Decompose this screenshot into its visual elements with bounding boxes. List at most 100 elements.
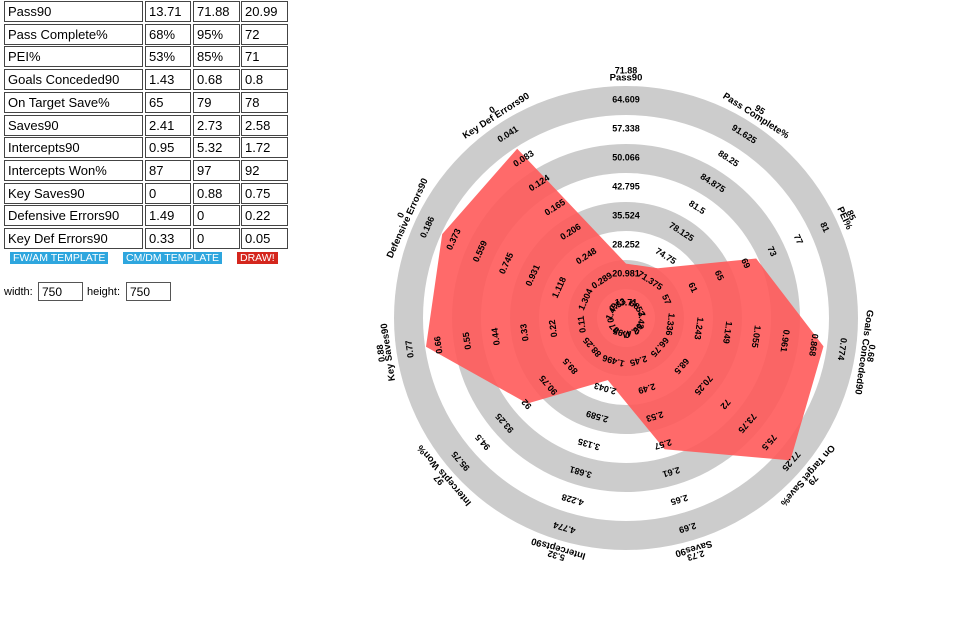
- tick-label: 0.868: [807, 333, 820, 357]
- tick-label: 0.68: [865, 344, 877, 363]
- tick-label: 0.774: [836, 337, 849, 361]
- tick-label: 2.41: [621, 326, 641, 341]
- max-value-cell[interactable]: 71.88: [193, 1, 240, 22]
- row-label-cell[interactable]: Pass90: [4, 1, 143, 22]
- cm-dm-template-button[interactable]: CM/DM TEMPLATE: [123, 252, 222, 264]
- tick-label: 65: [713, 269, 726, 282]
- tick-label: 28.252: [612, 239, 640, 249]
- tick-label: 1.243: [692, 317, 705, 341]
- max-value-cell[interactable]: 0: [193, 205, 240, 227]
- player-value-cell[interactable]: 87: [145, 159, 191, 181]
- tick-label: 0.77: [403, 340, 415, 359]
- player-value-cell[interactable]: 53%: [145, 46, 191, 68]
- player-value-cell[interactable]: 13.71: [145, 1, 191, 22]
- player-value-cell[interactable]: 1.43: [145, 69, 191, 91]
- radar-chart: 13.71 20.981 28.252 35.524 42.795 50.066 57.33…: [375, 65, 878, 563]
- tick-label: 2.73: [686, 548, 706, 563]
- min-value-cell[interactable]: 78: [241, 91, 288, 113]
- max-value-cell[interactable]: 0.88: [193, 182, 240, 204]
- max-value-cell[interactable]: 85%: [193, 46, 240, 68]
- min-value-cell[interactable]: 0.05: [241, 228, 288, 249]
- min-value-cell[interactable]: 0.75: [241, 182, 288, 204]
- min-value-cell[interactable]: 0.8: [241, 69, 288, 91]
- tick-label: 0: [395, 211, 406, 220]
- row-label-cell[interactable]: PEI%: [4, 46, 143, 68]
- row-label-cell[interactable]: Saves90: [4, 114, 143, 136]
- row-label-cell[interactable]: Intercepts90: [4, 137, 143, 159]
- tick-label: 1.43: [635, 311, 647, 330]
- player-value-cell[interactable]: 68%: [145, 23, 191, 45]
- max-value-cell[interactable]: 2.73: [193, 114, 240, 136]
- tick-label: 85: [845, 208, 858, 221]
- tick-label: 2.45: [629, 354, 649, 369]
- tick-label: 42.795: [612, 181, 640, 191]
- tick-label: 0.95: [612, 326, 632, 341]
- player-value-cell[interactable]: 0.95: [145, 137, 191, 159]
- tick-label: 97: [432, 473, 446, 487]
- tick-label: 79: [806, 473, 820, 487]
- tick-label: 2.69: [678, 521, 698, 536]
- height-label: height:: [87, 286, 121, 298]
- max-value-cell[interactable]: 79: [193, 91, 240, 113]
- tick-label: 87: [607, 321, 621, 335]
- tick-label: 2.57: [653, 437, 673, 452]
- tick-label: 72: [718, 397, 732, 411]
- max-value-cell[interactable]: 5.32: [193, 137, 240, 159]
- tick-label: 0.44: [490, 327, 502, 346]
- player-value-cell[interactable]: 0.33: [145, 228, 191, 249]
- tick-label: 73: [765, 245, 778, 258]
- tick-label: 95: [753, 103, 767, 117]
- tick-label: 0: [487, 104, 497, 115]
- tick-label: 69: [739, 257, 752, 270]
- tick-label: 65: [631, 321, 645, 335]
- min-value-cell[interactable]: 20.99: [241, 1, 288, 22]
- row-label-cell[interactable]: Intercepts Won%: [4, 159, 143, 181]
- tick-label: 57: [660, 293, 673, 306]
- tick-label: 81: [818, 221, 831, 234]
- tick-label: 57.338: [612, 123, 640, 133]
- min-value-cell[interactable]: 92: [241, 159, 288, 181]
- tick-label: 5.32: [546, 548, 566, 563]
- tick-label: 50.066: [612, 152, 640, 162]
- tick-label: 2.65: [669, 493, 689, 508]
- tick-label: 2.61: [661, 465, 681, 480]
- tick-label: 2.49: [637, 381, 657, 396]
- tick-label: 0: [605, 317, 616, 323]
- tick-label: 71.88: [615, 65, 638, 75]
- player-value-cell[interactable]: 1.49: [145, 205, 191, 227]
- tick-label: 0.88: [375, 344, 387, 363]
- max-value-cell[interactable]: 97: [193, 159, 240, 181]
- data-polygon: [426, 148, 824, 461]
- max-value-cell[interactable]: 0: [193, 228, 240, 249]
- max-value-cell[interactable]: 95%: [193, 23, 240, 45]
- max-value-cell[interactable]: 0.68: [193, 69, 240, 91]
- tick-label: 1.149: [721, 321, 734, 345]
- tick-label: 77: [792, 233, 805, 246]
- min-value-cell[interactable]: 2.58: [241, 114, 288, 136]
- fw-am-template-button[interactable]: FW/AM TEMPLATE: [10, 252, 109, 264]
- tick-label: 0.961: [779, 329, 792, 353]
- tick-label: 1.055: [750, 325, 763, 349]
- tick-label: 0.55: [461, 331, 473, 350]
- min-value-cell[interactable]: 72: [241, 23, 288, 45]
- row-label-cell[interactable]: Key Saves90: [4, 182, 143, 204]
- width-label: width:: [4, 286, 33, 298]
- row-label-cell[interactable]: On Target Save%: [4, 91, 143, 113]
- player-value-cell[interactable]: 0: [145, 182, 191, 204]
- tick-label: 61: [686, 281, 699, 294]
- draw-button[interactable]: DRAW!: [237, 252, 278, 264]
- height-input[interactable]: [126, 282, 171, 301]
- width-input[interactable]: [38, 282, 83, 301]
- tick-label: 20.981: [612, 268, 640, 278]
- row-label-cell[interactable]: Pass Complete%: [4, 23, 143, 45]
- tick-label: 0.11: [576, 315, 588, 333]
- row-label-cell[interactable]: Key Def Errors90: [4, 228, 143, 249]
- min-value-cell[interactable]: 0.22: [241, 205, 288, 227]
- player-value-cell[interactable]: 2.41: [145, 114, 191, 136]
- min-value-cell[interactable]: 1.72: [241, 137, 288, 159]
- player-value-cell[interactable]: 65: [145, 91, 191, 113]
- tick-label: 13.71: [615, 297, 638, 307]
- row-label-cell[interactable]: Defensive Errors90: [4, 205, 143, 227]
- min-value-cell[interactable]: 71: [241, 46, 288, 68]
- row-label-cell[interactable]: Goals Conceded90: [4, 69, 143, 91]
